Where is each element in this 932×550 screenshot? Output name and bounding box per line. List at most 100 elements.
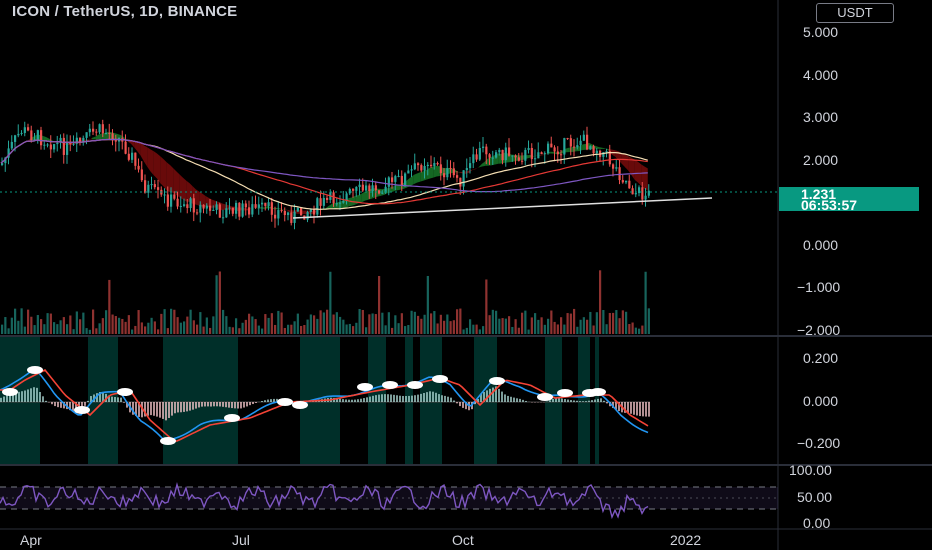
ribbon-segment	[482, 161, 486, 167]
candle-body	[36, 130, 39, 140]
volume-bar	[365, 327, 368, 334]
candle-body	[309, 208, 312, 212]
volume-bar	[332, 314, 335, 334]
symbol-title[interactable]: ICON / TetherUS, 1D, BINANCE	[12, 3, 238, 20]
volume-bar	[69, 315, 72, 334]
ribbon-segment	[569, 146, 573, 153]
volume-bar	[176, 317, 179, 334]
candle-body	[524, 149, 527, 161]
volume-bar	[95, 328, 98, 334]
candle-body	[88, 128, 91, 133]
volume-bars	[1, 270, 650, 334]
candle-body	[443, 173, 446, 178]
candle-body	[1, 163, 4, 165]
ribbon-segment	[303, 210, 307, 215]
volume-bar	[231, 327, 234, 334]
volume-bar	[124, 321, 127, 334]
ribbon-segment	[641, 164, 645, 190]
macd-hist-bar	[204, 402, 206, 407]
candle-body	[92, 128, 95, 132]
volume-bar	[423, 314, 426, 334]
ribbon-segment	[472, 168, 476, 171]
candle-body	[605, 151, 608, 153]
trend-line[interactable]	[292, 197, 713, 219]
macd-hist-bar	[423, 393, 425, 402]
candle-body	[394, 176, 397, 182]
volume-bar	[293, 321, 296, 334]
ribbon-segment	[267, 205, 271, 209]
macd-hist-bar	[153, 402, 155, 416]
macd-hist-bar	[417, 394, 419, 402]
macd-hist-bar	[54, 402, 56, 407]
candle-body	[504, 147, 507, 161]
ribbon-segment	[391, 186, 395, 193]
candle-body	[436, 163, 439, 165]
candle-body	[264, 202, 267, 206]
volume-bar	[443, 320, 446, 334]
macd-hist-bar	[174, 402, 176, 414]
ribbon-segment	[527, 154, 531, 159]
volume-bar	[404, 326, 407, 334]
volume-bar	[27, 309, 30, 334]
ribbon-segment	[352, 195, 356, 206]
bar-countdown: 06:53:57	[801, 197, 858, 213]
ribbon-segment	[199, 191, 203, 207]
last-price-tag: 1.231 06:53:57	[779, 186, 919, 213]
volume-bar	[374, 314, 377, 334]
candle-body	[98, 124, 101, 133]
candle-body	[618, 167, 621, 181]
macd-hist-bar	[579, 401, 581, 402]
candle-body	[228, 207, 231, 209]
candle-body	[566, 138, 569, 140]
candle-body	[147, 184, 150, 193]
currency-button[interactable]: USDT	[816, 3, 894, 23]
macd-hist-bar	[447, 396, 449, 402]
ribbon-segment	[134, 141, 138, 152]
candle-body	[166, 194, 169, 207]
volume-bar	[114, 316, 117, 334]
volume-bar	[189, 309, 192, 334]
volume-bar	[378, 275, 381, 334]
macd-hist-bar	[27, 389, 29, 402]
volume-bar	[595, 312, 598, 334]
candle-body	[417, 163, 420, 166]
volume-bar	[495, 310, 498, 334]
volume-bar	[387, 312, 390, 334]
volume-bar	[579, 319, 582, 334]
candle-body	[573, 146, 576, 148]
candle-body	[644, 195, 647, 200]
ribbon-segment	[602, 147, 606, 150]
volume-bar	[131, 329, 134, 334]
volume-bar	[352, 326, 355, 334]
ribbon-segment	[595, 146, 599, 149]
macd-hist-bar	[276, 398, 278, 402]
volume-bar	[439, 314, 442, 334]
volume-bar	[261, 328, 264, 334]
candle-body	[404, 173, 407, 186]
volume-bar	[212, 316, 215, 334]
ribbon-segment	[456, 170, 460, 173]
price-tick-label: −1.000	[797, 279, 840, 295]
macd-hist-bar	[591, 400, 593, 402]
volume-bar	[17, 320, 20, 334]
macd-hist-bar	[21, 391, 23, 402]
volume-bar	[274, 324, 277, 334]
candle-body	[563, 138, 566, 155]
volume-bar	[391, 327, 394, 334]
candle-body	[196, 212, 199, 214]
volume-bar	[23, 326, 26, 334]
macd-hist-bar	[504, 394, 506, 402]
macd-hist-bar	[525, 400, 527, 402]
macd-hist-bar	[225, 402, 227, 408]
macd-hist-bar	[561, 398, 563, 402]
volume-bar	[589, 311, 592, 334]
ribbon-segment	[599, 147, 603, 150]
macd-hist-bar	[468, 402, 470, 411]
volume-bar	[270, 313, 273, 334]
price-tick-label: 0.000	[803, 237, 838, 253]
ribbon-segment	[173, 168, 177, 196]
cross-marker	[382, 381, 398, 389]
macd-hist-bar	[522, 399, 524, 402]
candle-body	[469, 163, 472, 169]
